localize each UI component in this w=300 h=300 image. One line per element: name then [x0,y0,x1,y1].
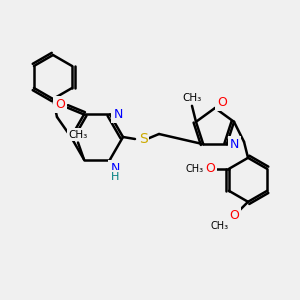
Text: O: O [229,209,239,222]
Text: O: O [55,98,65,111]
Text: N: N [230,138,239,151]
Text: H: H [111,172,119,182]
Text: CH₃: CH₃ [182,93,202,103]
Text: O: O [205,162,215,175]
Text: S: S [139,132,147,146]
Text: N: N [110,162,120,175]
Text: CH₃: CH₃ [68,130,88,140]
Text: CH₃: CH₃ [211,221,229,231]
Text: O: O [217,97,227,110]
Text: N: N [113,108,123,121]
Text: CH₃: CH₃ [186,164,204,174]
